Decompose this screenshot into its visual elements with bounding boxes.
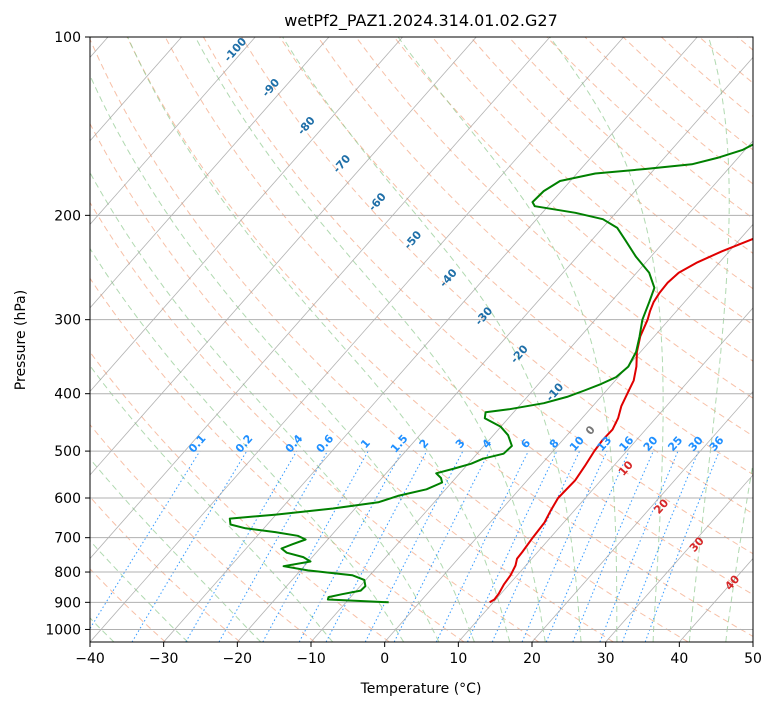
plot-background: [90, 37, 753, 642]
mixing-ratio-line: [545, 450, 630, 642]
dry-adiabat-line: [470, 37, 753, 290]
isotherm-line: [90, 37, 182, 142]
chart-title: wetPf2_PAZ1.2024.314.01.02.G27: [284, 11, 558, 31]
x-tick-label: −10: [296, 651, 326, 667]
dry-adiabat-line: [90, 277, 465, 642]
mixing-ratio-line: [90, 450, 201, 630]
x-tick-label: −40: [75, 651, 105, 667]
y-tick-label: 800: [54, 565, 81, 581]
dry-adiabat-line: [90, 568, 166, 642]
x-tick-label: −20: [223, 651, 253, 667]
dry-adiabat-line: [90, 38, 689, 642]
moist-adiabat-line: [725, 460, 753, 642]
y-tick-label: 400: [54, 387, 81, 403]
mixing-ratio-line: [298, 450, 403, 642]
isotherm-line: [310, 140, 753, 642]
isotherm-line: [531, 390, 753, 642]
dewpoint-profile-line: [228, 143, 753, 604]
moist-adiabat-line: [90, 458, 262, 642]
moist-adiabat-line: [688, 37, 730, 642]
dry-adiabat-line: [90, 423, 316, 642]
isotherm-line: [90, 37, 477, 476]
moist-adiabat-line: [90, 247, 405, 642]
dry-adiabat-line: [241, 37, 753, 515]
isotherm-line: [605, 474, 753, 642]
dry-adiabat-line: [90, 496, 241, 642]
isotherm-line: [384, 223, 753, 642]
mixing-ratio-line: [572, 450, 654, 642]
moist-adiabat-line: [397, 37, 618, 642]
plot-frame: [89, 36, 754, 643]
x-tick-label: 20: [523, 651, 541, 667]
moist-adiabat-line: [90, 171, 440, 642]
isotherm-line: [458, 307, 753, 642]
x-tick-label: −30: [149, 651, 179, 667]
dry-adiabat-line: [90, 201, 540, 642]
reference-lines: [90, 37, 753, 642]
x-tick-label: 50: [744, 651, 762, 667]
mixing-ratio-line: [325, 450, 428, 642]
isotherm-line: [90, 37, 551, 560]
moist-adiabat-line: [549, 37, 664, 642]
x-axis-label: Temperature (°C): [360, 681, 482, 697]
y-tick-label: 600: [54, 491, 81, 507]
mixing-ratio-line: [262, 450, 369, 642]
y-tick-label: 1000: [45, 622, 81, 638]
y-tick-label: 900: [54, 595, 81, 611]
x-tick-label: 30: [597, 651, 615, 667]
dry-adiabat-line: [164, 37, 753, 596]
mixing-ratio-line: [599, 450, 679, 642]
isotherm-line: [90, 37, 256, 225]
isotherm-line: [237, 56, 753, 642]
isotherm-line: [90, 37, 624, 642]
grid-lines: [90, 37, 753, 642]
mixing-ratio-line: [521, 450, 608, 642]
moist-adiabat-line: [282, 37, 582, 642]
sounding-profiles: [228, 143, 753, 604]
isotherm-line: [90, 37, 403, 393]
y-tick-label: 300: [54, 313, 81, 329]
isotherm-line: [90, 37, 330, 309]
y-tick-label: 700: [54, 531, 81, 547]
moist-adiabat-line: [90, 539, 189, 642]
x-tick-label: 40: [670, 651, 688, 667]
y-axis-label: Pressure (hPa): [13, 290, 29, 390]
x-tick-label: 0: [380, 651, 389, 667]
y-tick-label: 500: [54, 444, 81, 460]
x-axis-ticks: −40 −30 −20 −10 0 10 20 30 40 50: [75, 642, 762, 667]
moist-adiabat-line: [90, 364, 334, 642]
mixing-ratio-line: [621, 450, 699, 642]
mixing-ratio-line: [644, 450, 720, 642]
isotherm-line: [163, 37, 698, 642]
dry-adiabat-line: [431, 37, 753, 326]
x-tick-label: 10: [449, 651, 467, 667]
dry-adiabat-line: [126, 37, 753, 637]
moist-adiabat-line: [127, 37, 511, 642]
y-axis-ticks: 100 200 300 400 500 600 700 800 900 1000: [45, 30, 90, 638]
moist-adiabat-line: [194, 37, 546, 642]
mixing-ratio-line: [393, 450, 490, 642]
y-tick-label: 100: [54, 30, 81, 46]
dry-adiabat-line: [202, 37, 753, 555]
y-tick-label: 200: [54, 208, 81, 224]
